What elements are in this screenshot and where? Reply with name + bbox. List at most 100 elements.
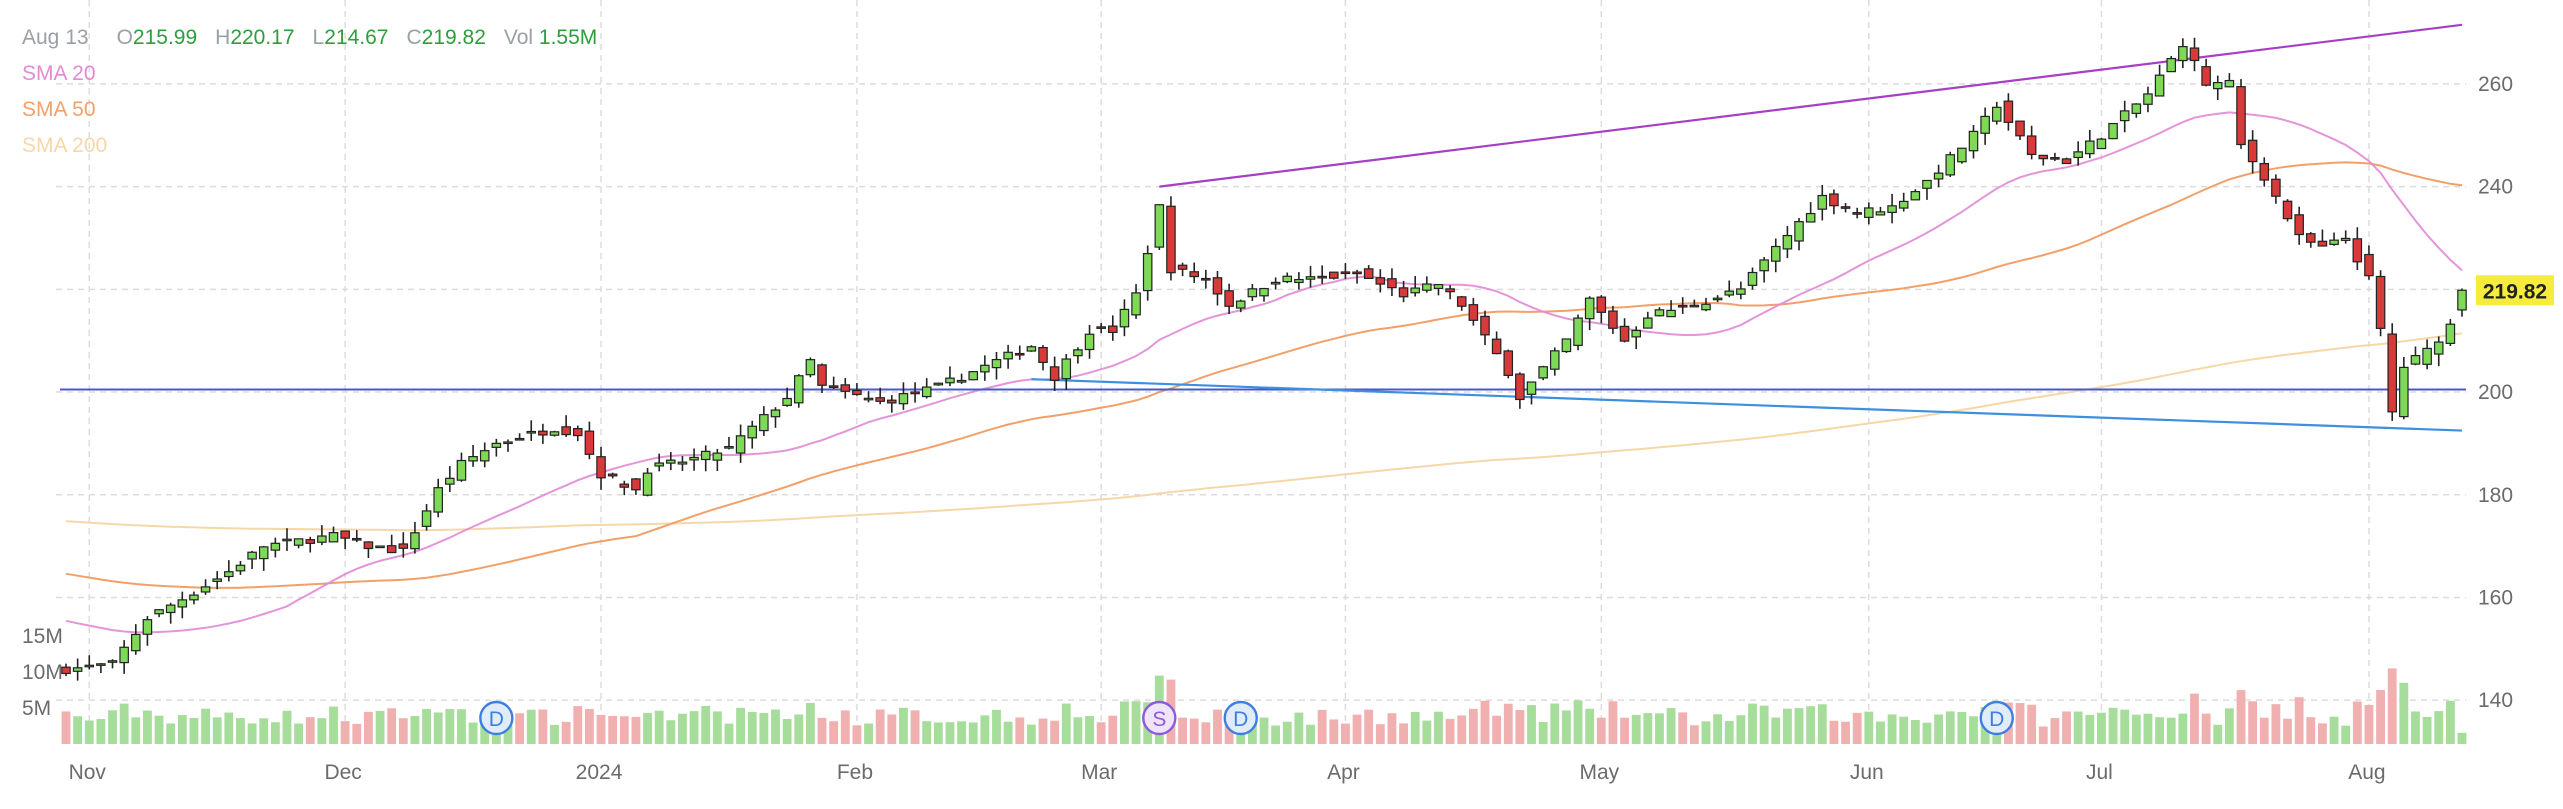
volume-bar bbox=[1294, 712, 1304, 744]
candle-body bbox=[1142, 252, 1153, 292]
candle-body bbox=[2364, 253, 2374, 277]
volume-bar bbox=[1340, 723, 1350, 744]
candle-body bbox=[270, 542, 281, 551]
volume-bar bbox=[1434, 711, 1443, 744]
candle bbox=[1433, 284, 1444, 296]
volume-bar bbox=[1771, 717, 1781, 744]
candle bbox=[445, 466, 455, 492]
candle bbox=[107, 659, 118, 669]
open-label: O bbox=[116, 26, 133, 49]
candle-body bbox=[258, 546, 269, 560]
candle-body bbox=[1073, 349, 1083, 357]
candle-body bbox=[2212, 81, 2223, 90]
volume-bar bbox=[2224, 708, 2234, 744]
event-circle bbox=[1223, 700, 1258, 736]
volume-bar bbox=[1178, 717, 1188, 744]
volume-bar bbox=[1073, 717, 1083, 744]
candle-body bbox=[1933, 172, 1944, 180]
candle bbox=[421, 504, 432, 531]
candle bbox=[1840, 203, 1851, 213]
candle bbox=[189, 591, 199, 605]
candle-body bbox=[1724, 290, 1735, 296]
candle bbox=[1375, 269, 1386, 293]
candle bbox=[921, 378, 932, 399]
candle-body bbox=[1328, 271, 1339, 279]
split-event-marker[interactable]: S bbox=[1142, 700, 1177, 736]
candle bbox=[2154, 64, 2165, 97]
volume-bar bbox=[1620, 717, 1629, 744]
candle bbox=[898, 382, 909, 410]
candle-body bbox=[607, 473, 618, 477]
volume-bar bbox=[352, 723, 362, 744]
volume-bar bbox=[375, 710, 385, 744]
candle-body bbox=[1189, 271, 1200, 278]
candle bbox=[2433, 336, 2444, 367]
volume-bar bbox=[1527, 705, 1536, 744]
dividend-event-marker[interactable]: D bbox=[479, 700, 514, 736]
indicator-sma50[interactable]: SMA 50 bbox=[22, 98, 96, 121]
volume-bar bbox=[1829, 720, 1839, 744]
candle-body bbox=[596, 456, 606, 479]
volume-bar bbox=[2341, 725, 2351, 744]
indicator-sma200[interactable]: SMA 200 bbox=[22, 134, 108, 157]
candle bbox=[561, 415, 571, 437]
candle-body bbox=[2399, 366, 2409, 418]
volume-bar bbox=[84, 720, 94, 744]
volume-bar bbox=[2376, 690, 2386, 744]
candle-body bbox=[840, 384, 851, 392]
volume-bar bbox=[201, 708, 210, 744]
candle bbox=[782, 387, 792, 407]
sma-200-line bbox=[65, 332, 2463, 532]
candle-body bbox=[1526, 381, 1537, 395]
dividend-event-marker[interactable]: D bbox=[1979, 700, 2014, 736]
candle bbox=[840, 378, 851, 399]
candle bbox=[712, 448, 723, 472]
candle-body bbox=[247, 551, 257, 560]
volume-bar bbox=[1282, 721, 1292, 744]
candle bbox=[1643, 311, 1653, 329]
volume-bar bbox=[2306, 717, 2316, 744]
event-circle bbox=[1979, 700, 2014, 736]
volume-bar bbox=[1724, 721, 1734, 744]
candle-body bbox=[921, 386, 932, 398]
candle-body bbox=[2422, 347, 2432, 365]
candle bbox=[852, 383, 862, 396]
volume-bar bbox=[2213, 724, 2223, 744]
candle-body bbox=[1875, 211, 1886, 216]
candle-body bbox=[1201, 277, 1211, 281]
candle-body bbox=[863, 397, 874, 401]
candle-body bbox=[200, 586, 211, 593]
candle bbox=[1259, 287, 1269, 302]
candle bbox=[793, 374, 804, 408]
volume-bar bbox=[2457, 732, 2467, 744]
candle bbox=[1805, 202, 1816, 223]
volume-bar bbox=[817, 717, 827, 744]
candle bbox=[2282, 199, 2293, 222]
candle bbox=[700, 445, 711, 472]
candle-body bbox=[1643, 317, 1653, 329]
candle bbox=[468, 444, 478, 467]
volume-bar bbox=[2236, 690, 2246, 744]
dividend-event-marker[interactable]: D bbox=[1223, 700, 1258, 736]
volume-bar bbox=[1782, 708, 1792, 744]
candle-body bbox=[1375, 277, 1386, 285]
candle bbox=[2119, 100, 2130, 133]
candle bbox=[1596, 295, 1607, 324]
candle bbox=[933, 382, 944, 386]
indicator-sma20[interactable]: SMA 20 bbox=[22, 62, 96, 85]
candle-body bbox=[2073, 151, 2083, 159]
candle-body bbox=[1026, 346, 1037, 352]
volume-bar bbox=[247, 723, 257, 744]
candle-body bbox=[2015, 120, 2025, 137]
candle-body bbox=[980, 364, 990, 373]
candle-body bbox=[293, 538, 304, 546]
candle bbox=[2236, 79, 2246, 149]
candle bbox=[2003, 93, 2014, 131]
time-tick-label: Feb bbox=[837, 761, 873, 784]
candle bbox=[491, 438, 502, 457]
candle bbox=[61, 663, 71, 677]
candle-body bbox=[2317, 240, 2328, 247]
